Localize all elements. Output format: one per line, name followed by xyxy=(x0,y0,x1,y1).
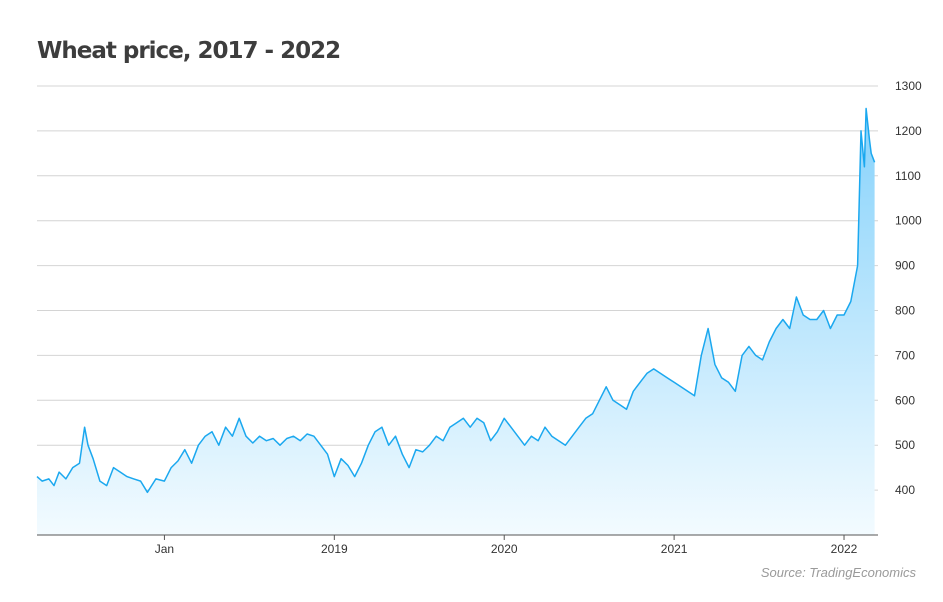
y-axis-ticks: 400 500 600 700 800 900 1000 1100 1200 1300 xyxy=(895,79,922,497)
y-tick-label: 900 xyxy=(895,259,915,273)
x-tick-label: 2022 xyxy=(831,542,858,556)
source-note: Source: TradingEconomics xyxy=(760,565,916,580)
price-area-fill xyxy=(37,108,875,535)
y-tick-label: 1200 xyxy=(895,124,922,138)
y-tick-label: 800 xyxy=(895,304,915,318)
y-tick-label: 1300 xyxy=(895,79,922,93)
y-tick-label: 400 xyxy=(895,483,915,497)
y-tick-label: 1000 xyxy=(895,214,922,228)
y-tick-label: 600 xyxy=(895,393,915,407)
y-tick-label: 700 xyxy=(895,348,915,362)
y-tick-label: 500 xyxy=(895,438,915,452)
x-tick-label: 2021 xyxy=(661,542,688,556)
y-tick-label: 1100 xyxy=(895,169,921,183)
price-line xyxy=(36,107,876,494)
x-tick-label: 2019 xyxy=(321,542,348,556)
x-tick-label: Jan xyxy=(155,542,174,556)
x-axis-ticks: Jan 2019 2020 2021 2022 xyxy=(155,535,858,556)
chart-title: Wheat price, 2017 - 2022 xyxy=(37,38,341,64)
x-tick-label: 2020 xyxy=(491,542,518,556)
